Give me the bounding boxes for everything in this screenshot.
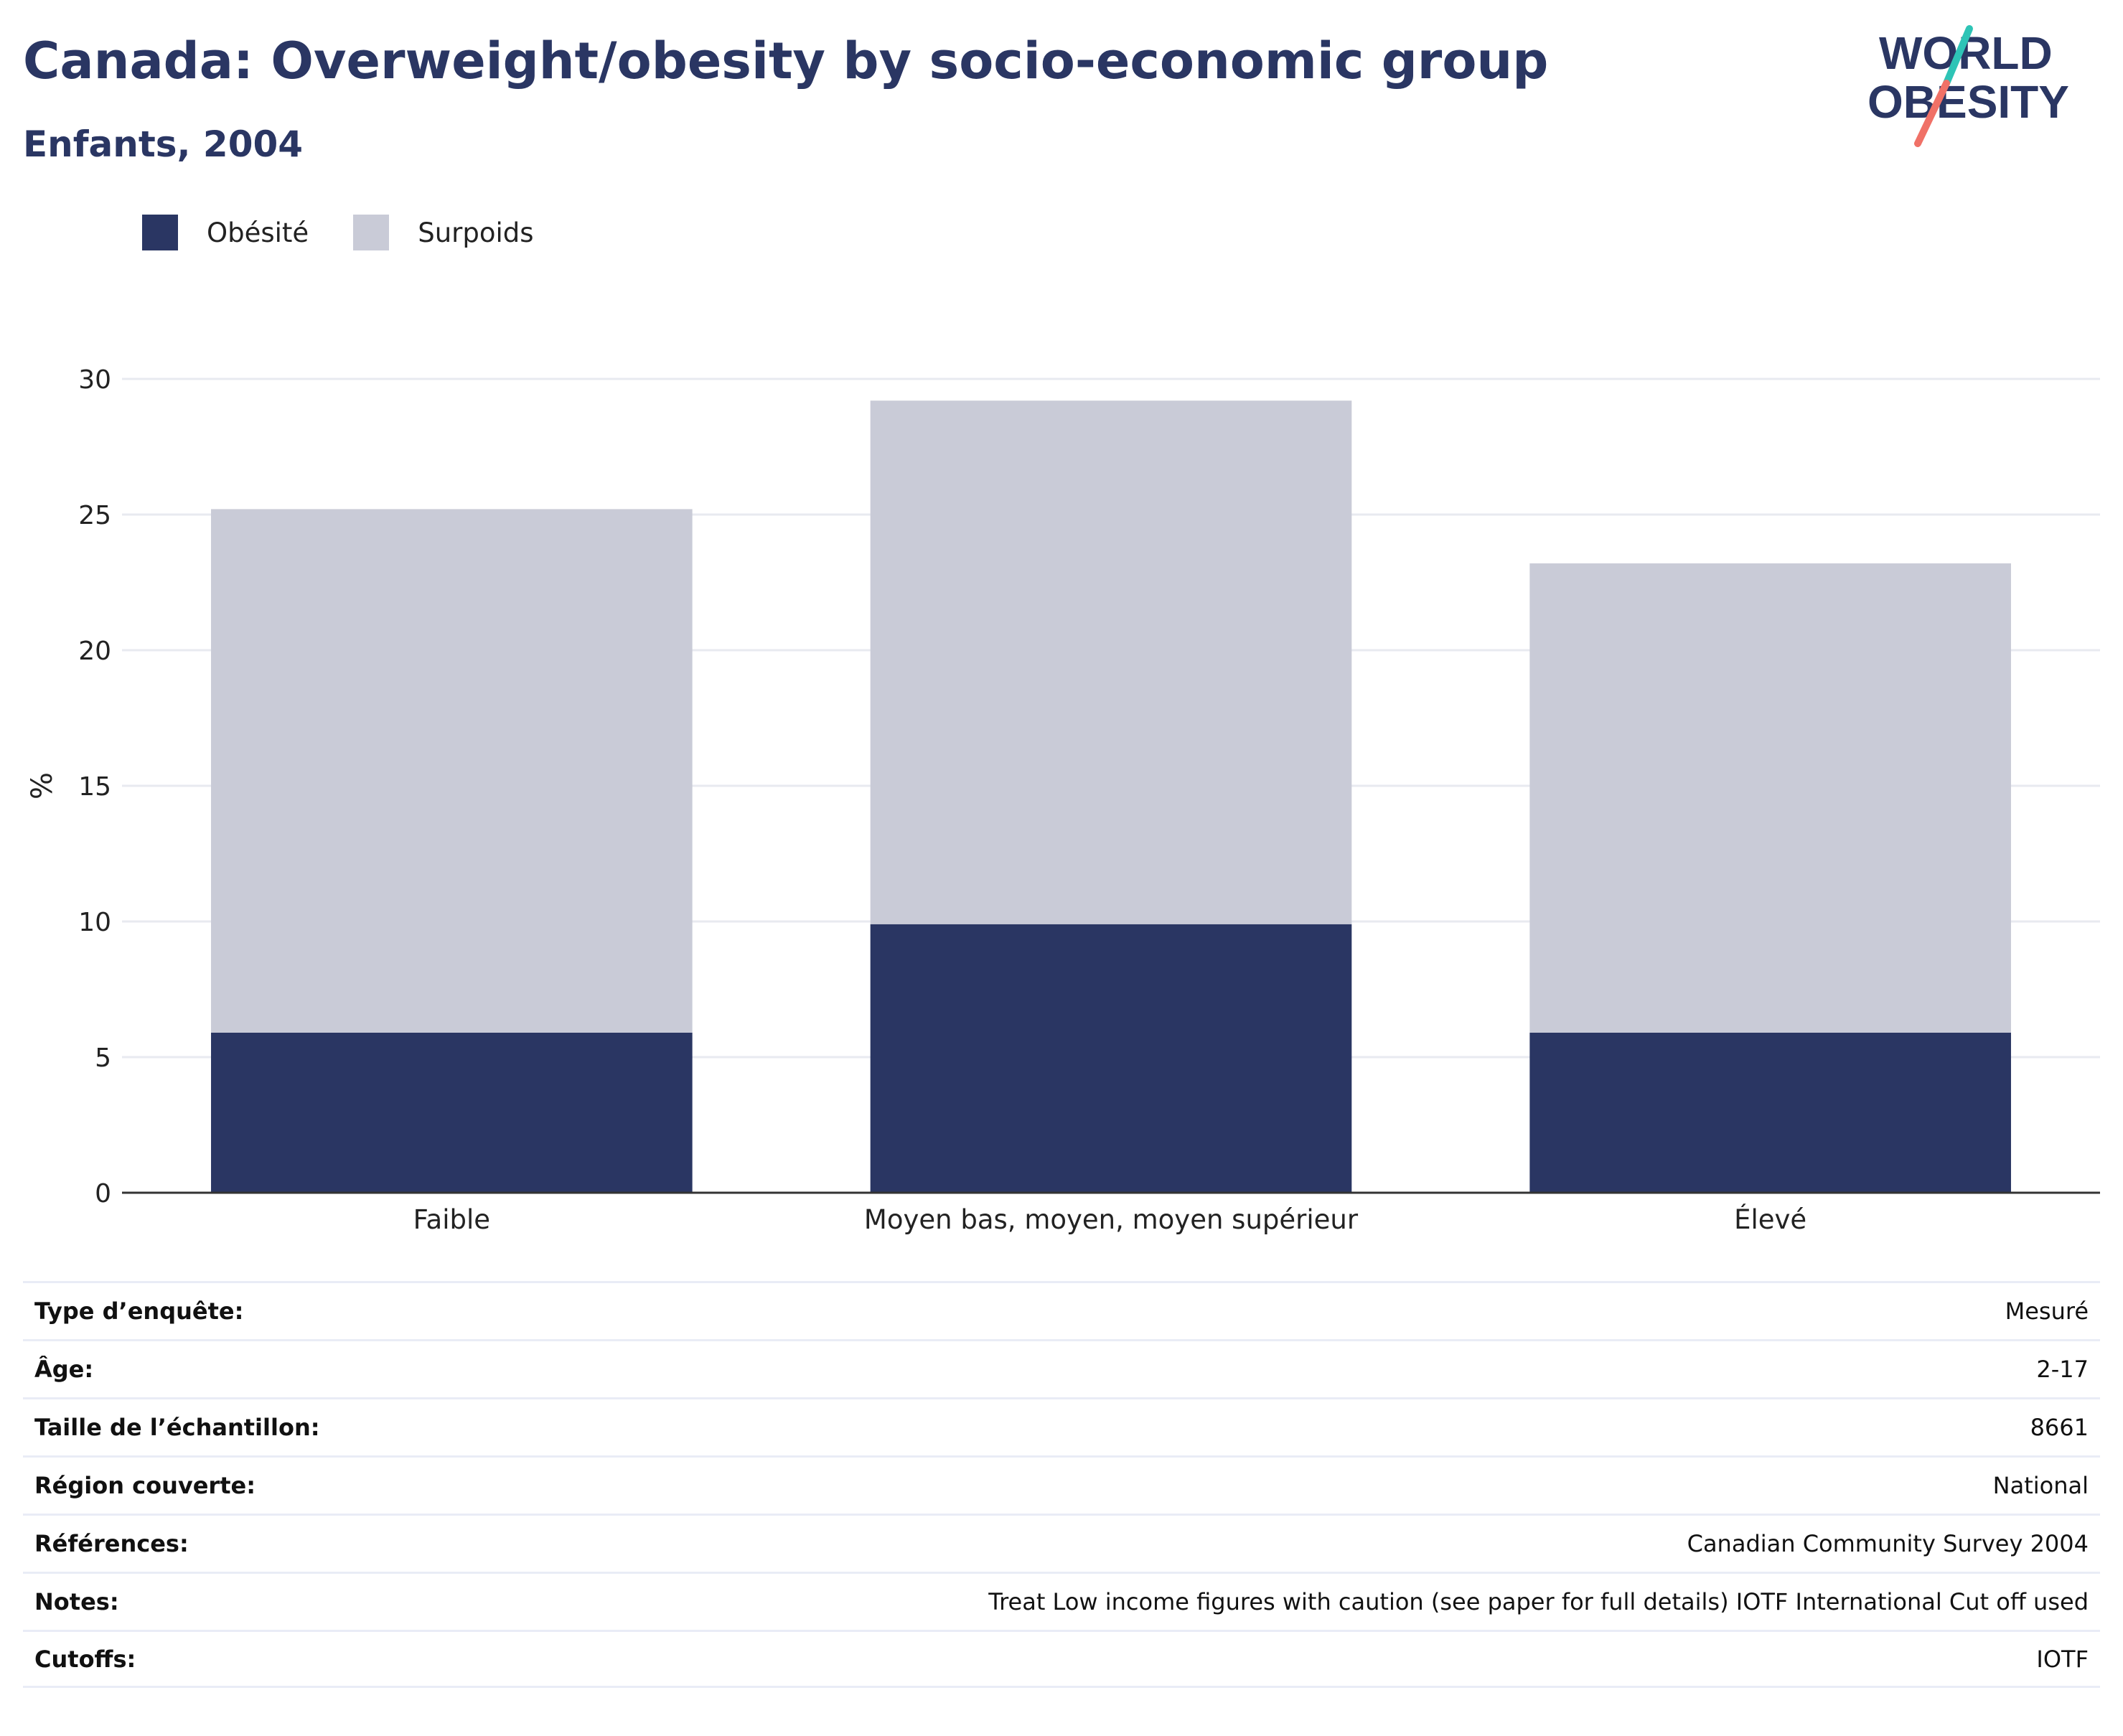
info-label: Références:: [34, 1530, 189, 1557]
bar-obesite: [1529, 1032, 2011, 1193]
y-axis-label: %: [26, 772, 59, 799]
info-row-age: Âge: 2-17: [23, 1339, 2100, 1397]
info-label: Notes:: [34, 1588, 119, 1615]
y-tick-label: 25: [78, 501, 111, 530]
info-row-cutoffs: Cutoffs: IOTF: [23, 1630, 2100, 1688]
chart-legend: Obésité Surpoids: [142, 212, 578, 253]
info-row-references: Références: Canadian Community Survey 20…: [23, 1514, 2100, 1572]
world-obesity-logo: WORLD OBESITY: [1867, 25, 2069, 147]
y-tick-label: 10: [78, 908, 111, 937]
bar-surpoids: [1529, 563, 2011, 1033]
x-tick-label: Élevé: [1734, 1204, 1806, 1235]
bar-surpoids: [211, 509, 693, 1033]
info-value: IOTF: [2036, 1645, 2089, 1673]
legend-label-surpoids: Surpoids: [418, 217, 534, 248]
info-value: Treat Low income figures with caution (s…: [988, 1588, 2089, 1615]
y-tick-label: 0: [95, 1179, 111, 1209]
bar-obesite: [211, 1032, 693, 1193]
info-row-survey-type: Type d’enquête: Mesuré: [23, 1281, 2100, 1339]
info-value: National: [1992, 1472, 2089, 1499]
survey-info-table: Type d’enquête: Mesuré Âge: 2-17 Taille …: [23, 1281, 2100, 1688]
legend-swatch-surpoids: [353, 215, 390, 250]
info-value: 8661: [2030, 1414, 2089, 1441]
info-value: Mesuré: [2005, 1298, 2089, 1325]
y-tick-label: 20: [78, 637, 111, 666]
legend-swatch-obesite: [142, 215, 178, 250]
x-tick-label: Moyen bas, moyen, moyen supérieur: [864, 1204, 1359, 1235]
info-label: Type d’enquête:: [34, 1298, 244, 1325]
info-value: 2-17: [2036, 1356, 2089, 1383]
stacked-bar-chart: 0 5 10 15 20 25 30% Faible Moyen bas, moyen, moy…: [26, 365, 2100, 1235]
y-tick-label: 15: [78, 772, 111, 802]
chart-title: Canada: Overweight/obesity by socio-econ…: [23, 32, 1549, 90]
info-label: Taille de l’échantillon:: [34, 1414, 320, 1441]
info-value: Canadian Community Survey 2004: [1687, 1530, 2089, 1557]
bar-obesite: [870, 924, 1352, 1193]
info-label: Cutoffs:: [34, 1645, 136, 1673]
info-label: Région couverte:: [34, 1472, 256, 1499]
chart-subtitle: Enfants, 2004: [23, 123, 304, 165]
bar-surpoids: [870, 400, 1352, 924]
info-label: Âge:: [34, 1356, 94, 1383]
info-row-sample-size: Taille de l’échantillon: 8661: [23, 1397, 2100, 1455]
x-tick-label: Faible: [413, 1204, 490, 1235]
legend-item-obesite[interactable]: Obésité: [142, 215, 309, 250]
y-tick-label: 30: [78, 365, 111, 395]
logo-line2: OBESITY: [1867, 76, 2069, 128]
logo-slash-teal: [1943, 25, 1973, 87]
info-row-region: Région couverte: National: [23, 1455, 2100, 1514]
legend-item-surpoids[interactable]: Surpoids: [353, 215, 534, 250]
y-tick-label: 5: [95, 1043, 111, 1073]
logo-slash-coral: [1914, 80, 1950, 147]
legend-label-obesite: Obésité: [207, 217, 309, 248]
info-row-notes: Notes: Treat Low income figures with cau…: [23, 1572, 2100, 1630]
